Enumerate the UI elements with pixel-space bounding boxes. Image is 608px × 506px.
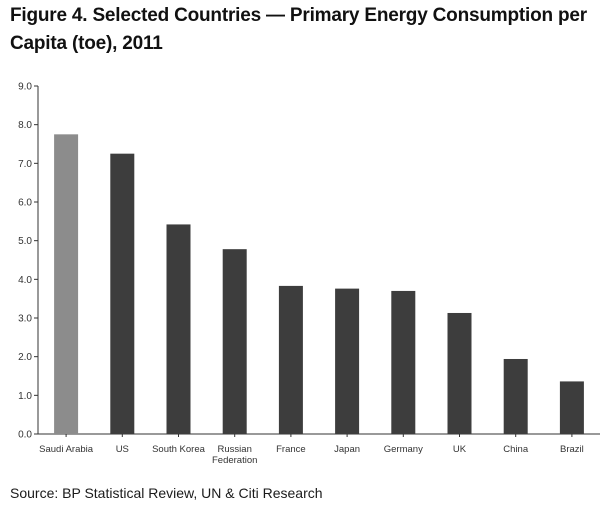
bar-us	[110, 153, 135, 434]
bar-japan	[335, 288, 360, 434]
x-tick-label: UK	[453, 444, 467, 455]
source-note: Source: BP Statistical Review, UN & Citi…	[10, 485, 323, 501]
x-tick-label: Brazil	[560, 444, 584, 455]
y-tick-label: 3.0	[18, 314, 32, 325]
x-tick-label: Federation	[212, 455, 257, 466]
bar-brazil	[559, 381, 584, 434]
x-axis-labels: Saudi Arabia US South Korea RussianFederati…	[39, 434, 584, 466]
x-tick-label: US	[116, 444, 129, 455]
bar-russian-federation	[222, 249, 247, 434]
x-tick-label: Japan	[334, 444, 360, 455]
x-tick-label: South Korea	[152, 444, 206, 455]
chart-title: Figure 4. Selected Countries — Primary E…	[10, 5, 587, 54]
bars	[54, 134, 584, 434]
y-tick-label: 6.0	[18, 198, 32, 209]
bar-china	[503, 358, 528, 434]
bar-uk	[447, 312, 472, 434]
y-tick-label: 7.0	[18, 159, 32, 170]
bar-saudi-arabia	[54, 134, 79, 434]
y-tick-label: 2.0	[18, 352, 32, 363]
bar-chart: 0.0 1.0 2.0 3.0 4.0 5.0 6.0 7.0 8.0 9.0 Saudi Ara…	[18, 82, 600, 466]
x-tick-label: France	[276, 444, 306, 455]
x-tick-label: Russian	[218, 444, 252, 455]
y-tick-label: 0.0	[18, 430, 32, 441]
y-tick-label: 4.0	[18, 275, 32, 286]
chart-area: 0.0 1.0 2.0 3.0 4.0 5.0 6.0 7.0 8.0 9.0 Saudi Ara…	[0, 70, 608, 470]
x-tick-label: China	[503, 444, 529, 455]
x-tick-label: Germany	[384, 444, 423, 455]
y-tick-label: 9.0	[18, 82, 32, 93]
bar-france	[278, 285, 303, 434]
y-tick-label: 5.0	[18, 236, 32, 247]
bar-germany	[391, 290, 416, 434]
y-tick-label: 8.0	[18, 120, 32, 131]
x-tick-label: Saudi Arabia	[39, 444, 94, 455]
y-tick-label: 1.0	[18, 391, 32, 402]
bar-south-korea	[166, 224, 191, 434]
y-axis-ticks: 0.0 1.0 2.0 3.0 4.0 5.0 6.0 7.0 8.0 9.0	[18, 82, 38, 441]
